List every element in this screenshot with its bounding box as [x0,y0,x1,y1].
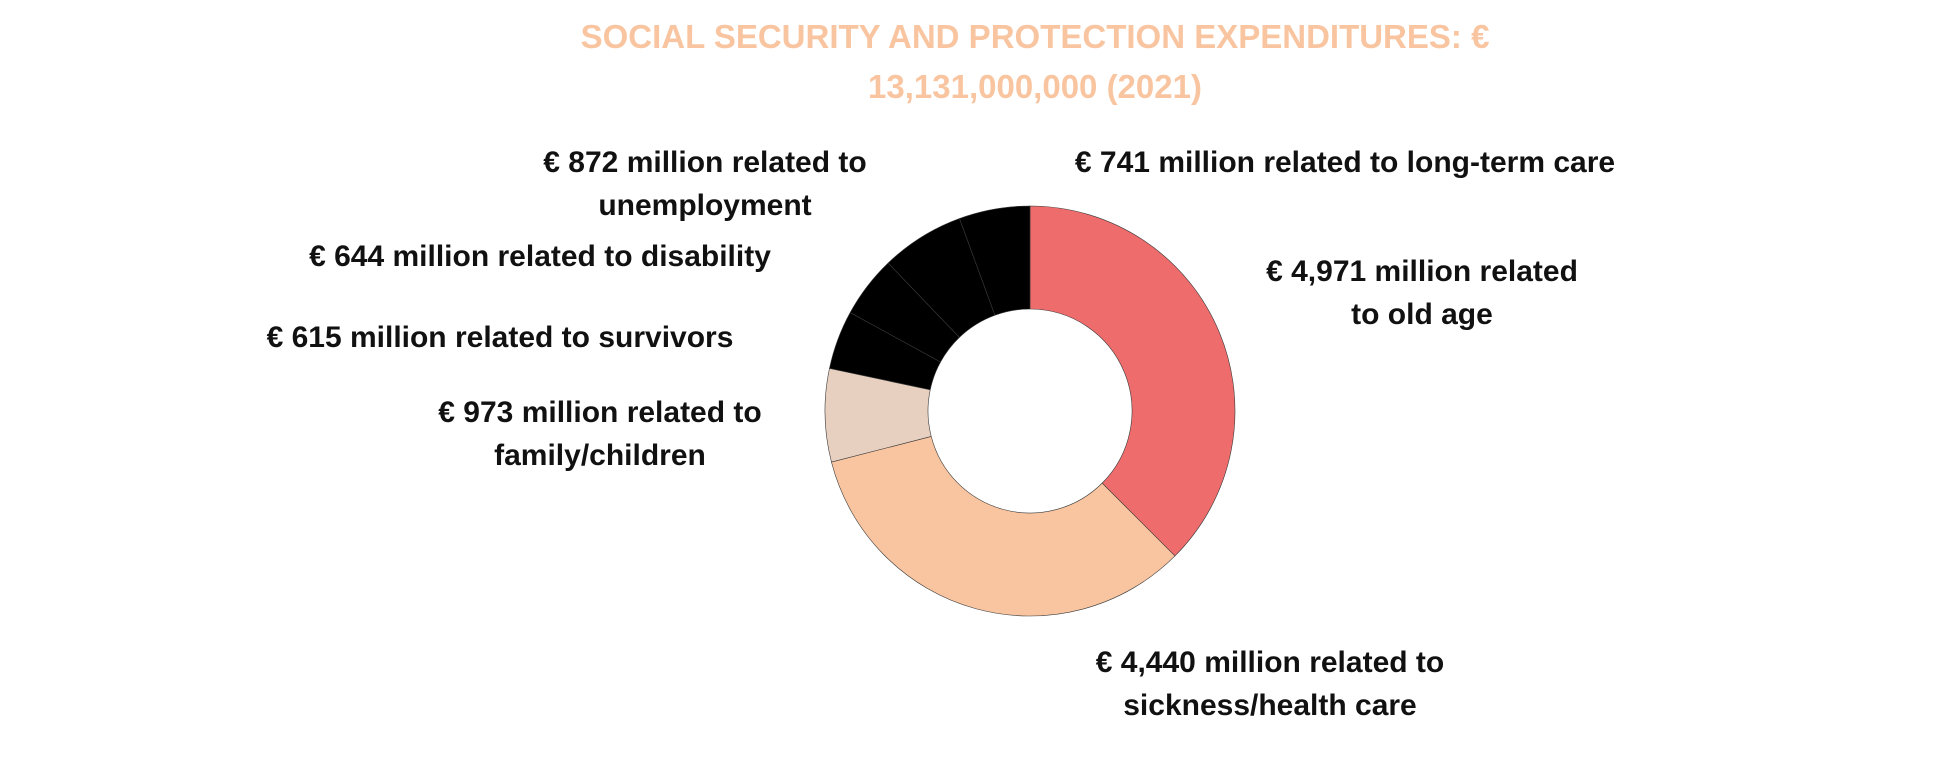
slice-label: € 872 million related to unemployment [543,146,867,222]
slice-label: € 644 million related to disability [309,240,771,273]
slice-label: € 4,440 million related to sickness/heal… [1095,646,1445,722]
donut-slice [1029,205,1236,557]
donut-slice [959,205,1031,316]
donut-slice [831,436,1176,617]
slice-label: € 973 million related to family/children [438,396,762,472]
chart-title: SOCIAL SECURITY AND PROTECTION EXPENDITU… [580,18,1490,105]
slice-label: € 615 million related to survivors [266,321,734,354]
slice-label: € 741 million related to long-term care [1074,146,1616,179]
slice-label: € 4,971 million related to old age [1266,255,1578,331]
